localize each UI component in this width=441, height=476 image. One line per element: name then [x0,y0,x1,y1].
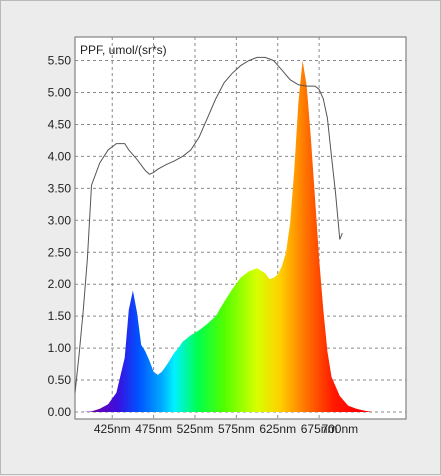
x-tick-label: 675nm [301,422,338,436]
y-tick-label: 5.50 [48,54,72,68]
reference-curve [74,56,343,393]
y-axis-ticks: 0.00 0.50 1.00 1.50 2.00 2.50 3.00 3.50 4.00 4.50… [48,54,72,419]
spectrum-area [75,60,406,412]
x-tick-label: 525nm [177,422,214,436]
y-tick-label: 0.00 [48,405,72,419]
x-tick-label: 700nm [321,422,358,436]
y-tick-label: 5.00 [48,86,72,100]
x-tick-label: 625nm [259,422,296,436]
y-tick-label: 0.50 [48,373,72,387]
chart-title: PPF, umol/(sr*s) [80,43,167,57]
y-tick-label: 4.50 [48,117,72,131]
x-tick-label: 425nm [94,422,131,436]
y-tick-label: 4.00 [48,149,72,163]
y-tick-label: 3.00 [48,213,72,227]
x-tick-label: 575nm [218,422,255,436]
x-tick-label: 475nm [135,422,172,436]
y-tick-label: 1.00 [48,341,72,355]
y-tick-label: 2.00 [48,277,72,291]
y-tick-label: 2.50 [48,245,72,259]
y-tick-label: 3.50 [48,181,72,195]
y-tick-label: 1.50 [48,309,72,323]
